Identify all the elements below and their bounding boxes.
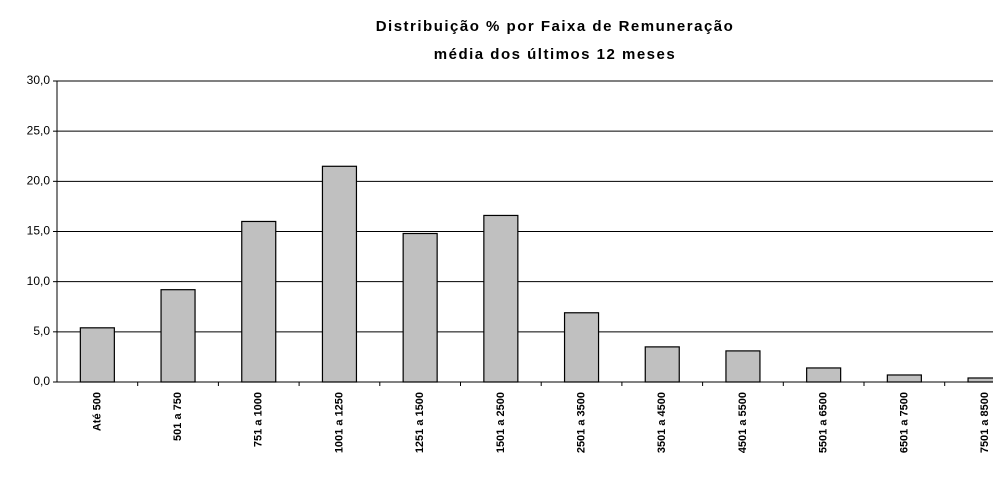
bar [806, 367, 842, 383]
bar [563, 312, 600, 383]
x-tick-label: 751 a 1000 [253, 392, 265, 447]
bar [886, 374, 922, 383]
x-tick-label: 7501 a 8500 [979, 392, 991, 453]
bar [160, 289, 196, 383]
bar [321, 165, 358, 383]
y-tick-label: 30,0 [27, 73, 51, 87]
bar [725, 350, 761, 383]
x-tick-label: 1501 a 2500 [495, 392, 507, 453]
chart-title: Distribuição % por Faixa de Remuneração [376, 18, 735, 35]
x-tick-label: 6501 a 7500 [898, 392, 910, 453]
y-tick-label: 25,0 [27, 123, 51, 137]
bar [644, 346, 680, 383]
x-tick-label: 2501 a 3500 [575, 392, 587, 453]
x-tick-label: 501 a 750 [172, 392, 184, 441]
x-tick-label: 1251 a 1500 [414, 392, 426, 453]
x-tick-label: 4501 a 5500 [737, 392, 749, 453]
y-tick-label: 0,0 [33, 374, 50, 388]
bar [79, 327, 115, 383]
y-tick-label: 20,0 [27, 174, 51, 188]
bar [402, 232, 438, 383]
x-tick-label: Até 500 [91, 392, 103, 431]
bar [241, 220, 277, 383]
y-tick-label: 5,0 [33, 324, 50, 338]
chart-subtitle: média dos últimos 12 meses [434, 46, 676, 63]
y-tick-label: 15,0 [27, 224, 51, 238]
y-tick-label: 10,0 [27, 274, 51, 288]
bar [967, 377, 993, 383]
x-tick-label: 1001 a 1250 [333, 392, 345, 453]
x-tick-label: 5501 a 6500 [818, 392, 830, 453]
x-tick-label: 3501 a 4500 [656, 392, 668, 453]
bar [483, 214, 519, 383]
